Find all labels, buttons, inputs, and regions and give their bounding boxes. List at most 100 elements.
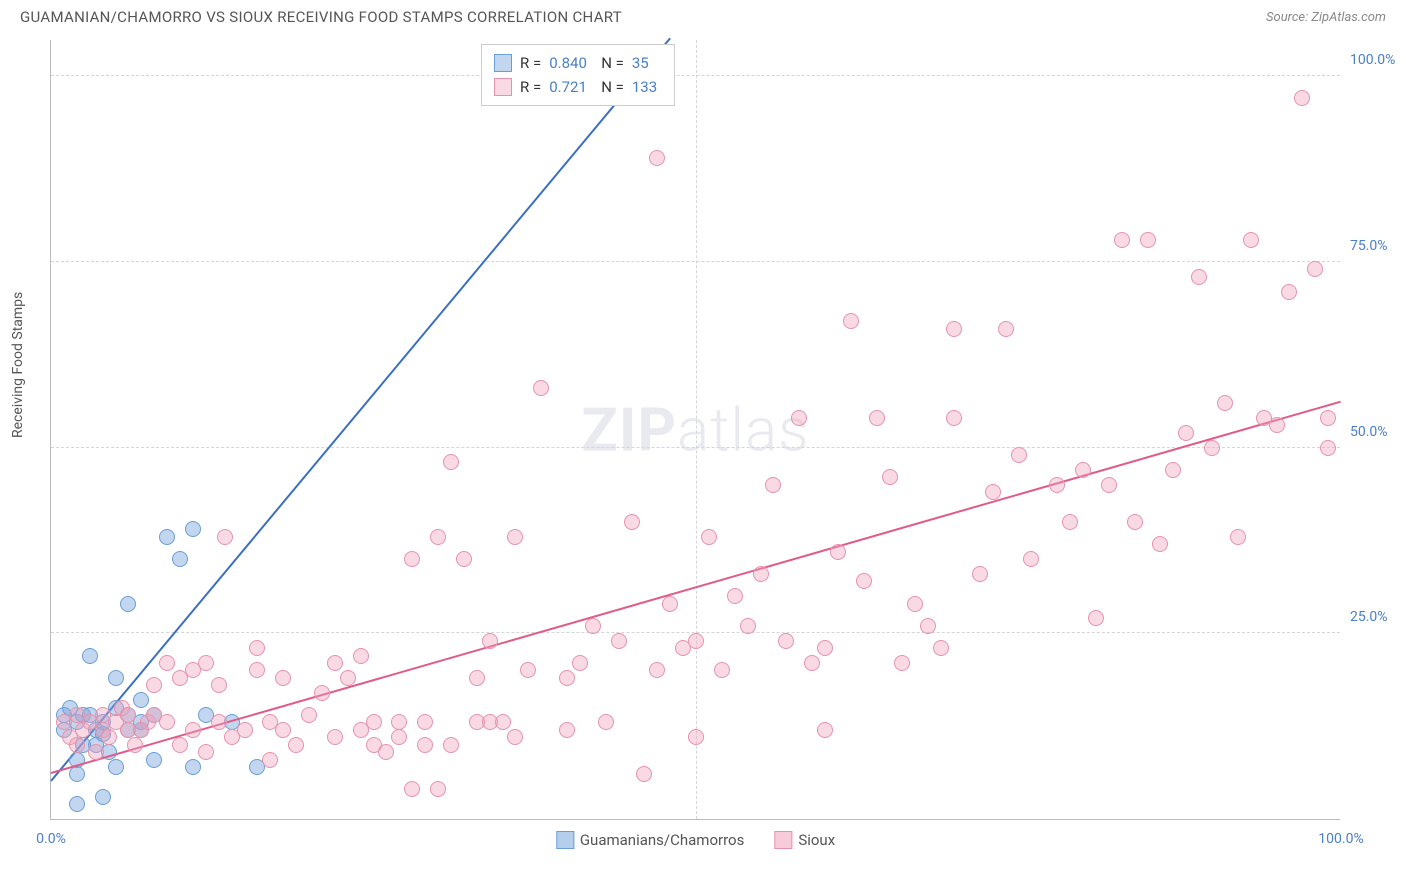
data-point <box>830 544 846 560</box>
data-point <box>624 514 640 530</box>
data-point <box>688 729 704 745</box>
data-point <box>1217 395 1233 411</box>
data-point <box>262 752 278 768</box>
data-point <box>869 410 885 426</box>
data-point <box>572 655 588 671</box>
data-point <box>1165 462 1181 478</box>
data-point <box>1307 261 1323 277</box>
data-point <box>249 662 265 678</box>
data-point <box>946 410 962 426</box>
data-point <box>95 789 111 805</box>
data-point <box>249 640 265 656</box>
data-point <box>482 633 498 649</box>
data-point <box>443 737 459 753</box>
data-point <box>1049 477 1065 493</box>
data-point <box>1191 269 1207 285</box>
data-point <box>108 759 124 775</box>
stat-n-value: 35 <box>632 51 662 75</box>
data-point <box>275 722 291 738</box>
data-point <box>1320 410 1336 426</box>
data-point <box>159 529 175 545</box>
data-point <box>1281 284 1297 300</box>
data-point <box>753 566 769 582</box>
stat-n-value: 133 <box>632 75 662 99</box>
data-point <box>946 321 962 337</box>
data-point <box>1243 232 1259 248</box>
data-point <box>882 469 898 485</box>
series-swatch <box>494 54 512 72</box>
data-point <box>133 692 149 708</box>
data-point <box>507 729 523 745</box>
data-point <box>1062 514 1078 530</box>
data-point <box>1204 440 1220 456</box>
data-point <box>378 744 394 760</box>
data-point <box>185 722 201 738</box>
data-point <box>69 766 85 782</box>
data-point <box>843 313 859 329</box>
y-tick-label: 50.0% <box>1350 424 1406 440</box>
y-tick-label: 100.0% <box>1350 52 1406 68</box>
data-point <box>443 454 459 470</box>
data-point <box>288 737 304 753</box>
y-axis-label: Receiving Food Stamps <box>10 292 26 438</box>
y-tick-label: 25.0% <box>1350 609 1406 625</box>
legend-item: Sioux <box>774 831 835 849</box>
data-point <box>817 722 833 738</box>
data-point <box>817 640 833 656</box>
scatter-chart: ZIPatlas 25.0%50.0%75.0%100.0%0.0%100.0%… <box>50 40 1340 820</box>
data-point <box>507 529 523 545</box>
source-label: Source: ZipAtlas.com <box>1266 10 1386 25</box>
data-point <box>636 766 652 782</box>
data-point <box>533 380 549 396</box>
data-point <box>598 714 614 730</box>
data-point <box>417 737 433 753</box>
data-point <box>559 722 575 738</box>
data-point <box>1152 536 1168 552</box>
data-point <box>559 670 575 686</box>
data-point <box>894 655 910 671</box>
data-point <box>649 150 665 166</box>
data-point <box>1075 462 1091 478</box>
data-point <box>791 410 807 426</box>
data-point <box>314 685 330 701</box>
data-point <box>985 484 1001 500</box>
data-point <box>740 618 756 634</box>
x-tick-label: 100.0% <box>1318 831 1363 847</box>
data-point <box>101 729 117 745</box>
data-point <box>469 670 485 686</box>
data-point <box>933 640 949 656</box>
series-swatch <box>494 78 512 96</box>
stat-r-label: R = <box>520 51 541 75</box>
data-point <box>275 670 291 686</box>
data-point <box>495 714 511 730</box>
data-point <box>366 714 382 730</box>
data-point <box>611 633 627 649</box>
data-point <box>1011 447 1027 463</box>
data-point <box>340 670 356 686</box>
stats-legend-box: R =0.840N =35R =0.721N =133 <box>481 44 675 106</box>
data-point <box>804 655 820 671</box>
stat-n-label: N = <box>601 51 624 75</box>
data-point <box>456 551 472 567</box>
data-point <box>198 655 214 671</box>
chart-header: GUAMANIAN/CHAMORRO VS SIOUX RECEIVING FO… <box>0 0 1406 30</box>
data-point <box>108 670 124 686</box>
y-tick-label: 75.0% <box>1350 238 1406 254</box>
gridline-v <box>696 40 697 819</box>
data-point <box>120 707 136 723</box>
data-point <box>159 714 175 730</box>
legend-label: Sioux <box>798 831 835 849</box>
data-point <box>404 551 420 567</box>
data-point <box>727 588 743 604</box>
data-point <box>701 529 717 545</box>
data-point <box>1178 425 1194 441</box>
data-point <box>520 662 536 678</box>
data-point <box>1127 514 1143 530</box>
data-point <box>1294 90 1310 106</box>
data-point <box>920 618 936 634</box>
legend-item: Guamanians/Chamorros <box>556 831 744 849</box>
data-point <box>1140 232 1156 248</box>
data-point <box>327 655 343 671</box>
data-point <box>82 648 98 664</box>
data-point <box>301 707 317 723</box>
